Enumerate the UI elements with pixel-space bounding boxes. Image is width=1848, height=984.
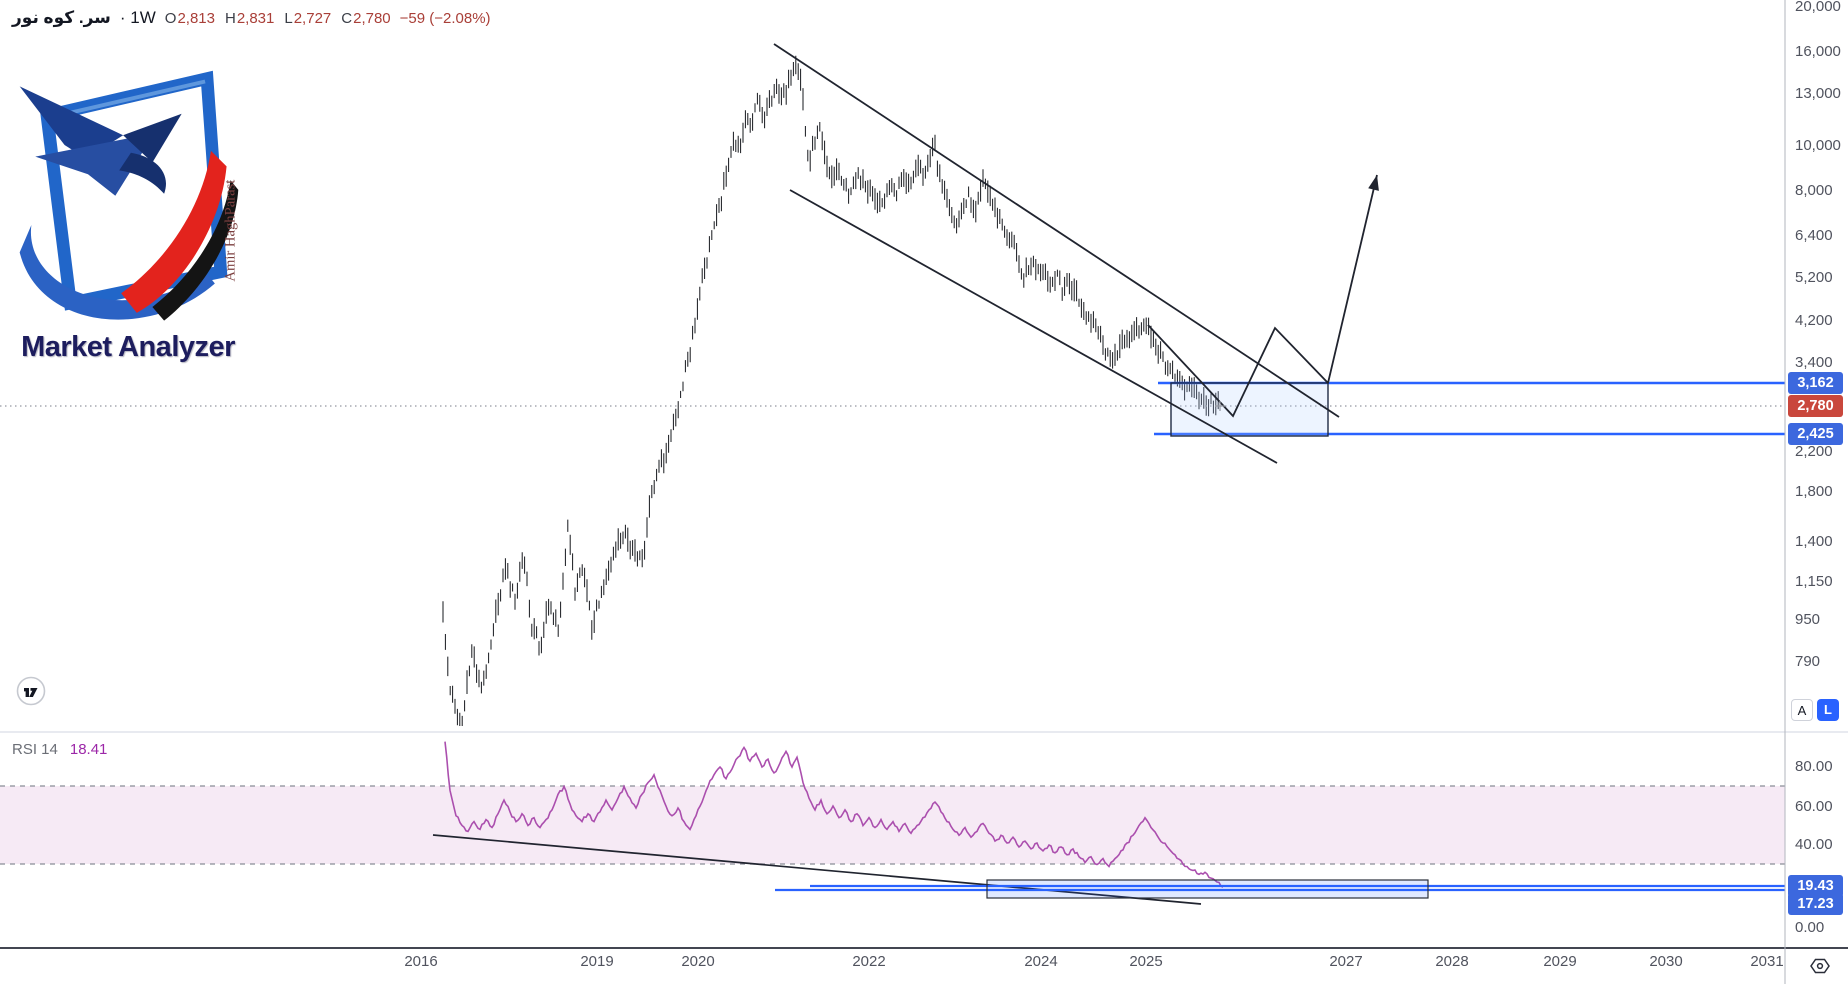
- price-axis-tick[interactable]: 1,800: [1795, 483, 1833, 500]
- rsi-level-label: 17.23: [1788, 893, 1843, 915]
- price-axis-tick[interactable]: 16,000: [1795, 43, 1841, 60]
- price-level-label: 2,425: [1788, 423, 1843, 445]
- time-axis-label[interactable]: 2028: [1435, 953, 1469, 970]
- time-axis-label[interactable]: 2031: [1750, 953, 1784, 970]
- price-axis-tick[interactable]: 1,150: [1795, 573, 1833, 590]
- price-axis-tick[interactable]: 20,000: [1795, 0, 1841, 15]
- ohlc-item: O2,813: [164, 10, 215, 27]
- price-axis-tick[interactable]: 5,200: [1795, 269, 1833, 286]
- gear-icon[interactable]: [1808, 954, 1832, 978]
- tv-glyph-icon: [24, 688, 29, 697]
- time-axis-label[interactable]: 2027: [1329, 953, 1363, 970]
- brand-logo-graphic: Amir HaghParast: [19, 70, 239, 321]
- price-axis-tick[interactable]: 2,200: [1795, 443, 1833, 460]
- price-zone-rectangle[interactable]: [1170, 382, 1329, 437]
- arrow-head-icon: [1368, 175, 1379, 191]
- time-axis-label[interactable]: 2024: [1024, 953, 1058, 970]
- brand-logo: Amir HaghParast Market Analyzer: [6, 36, 256, 364]
- logo-title: Market Analyzer: [21, 331, 235, 363]
- ohlc-values: O2,813 H2,831 L2,727 C2,780: [165, 10, 391, 27]
- change-value: −59 (−2.08%): [399, 10, 491, 27]
- timeframe[interactable]: · 1W: [119, 8, 156, 27]
- rsi-legend[interactable]: RSI 14 18.41: [12, 741, 107, 758]
- price-level-label: 3,162: [1788, 372, 1843, 394]
- rsi-band: [0, 786, 1785, 864]
- auto-scale-button[interactable]: A: [1791, 699, 1813, 721]
- time-axis-label[interactable]: 2025: [1129, 953, 1163, 970]
- price-axis-tick[interactable]: 3,400: [1795, 354, 1833, 371]
- price-axis-tick[interactable]: 790: [1795, 653, 1821, 670]
- ohlc-item: H2,831: [224, 10, 275, 27]
- time-axis-label[interactable]: 2022: [852, 953, 886, 970]
- symbol-header[interactable]: سر. کوه نور · 1W O2,813 H2,831 L2,727 C2,78…: [12, 8, 491, 28]
- price-bars-series: [442, 55, 1219, 726]
- breakout-arrow[interactable]: [1327, 174, 1378, 384]
- price-axis-tick[interactable]: 13,000: [1795, 85, 1841, 102]
- time-axis-label[interactable]: 2016: [404, 953, 438, 970]
- eagle-wing-icon: [19, 86, 124, 159]
- rsi-value: 18.41: [69, 741, 108, 758]
- rsi-level-label: 19.43: [1788, 875, 1843, 897]
- ohlc-item: L2,727: [284, 10, 332, 27]
- price-axis-tick[interactable]: 6,400: [1795, 227, 1833, 244]
- time-axis-label[interactable]: 2020: [681, 953, 715, 970]
- price-axis-tick[interactable]: 10,000: [1795, 137, 1841, 154]
- symbol-name[interactable]: سر. کوه نور: [12, 8, 111, 27]
- logo-frame: [39, 70, 228, 311]
- rsi-axis-tick[interactable]: 0.00: [1795, 919, 1825, 936]
- channel-upper-trendline[interactable]: [773, 43, 1340, 418]
- rsi-axis-tick[interactable]: 80.00: [1795, 758, 1833, 775]
- rsi-axis-tick[interactable]: 60.00: [1795, 798, 1833, 815]
- time-axis-label[interactable]: 2029: [1543, 953, 1577, 970]
- rsi-zone-rectangle[interactable]: [986, 879, 1429, 899]
- ohlc-item: C2,780: [341, 10, 391, 27]
- eagle-head-icon: [119, 152, 166, 194]
- log-scale-button[interactable]: L: [1817, 699, 1839, 721]
- channel-lower-trendline[interactable]: [789, 189, 1278, 464]
- price-axis-tick[interactable]: 4,200: [1795, 312, 1833, 329]
- time-axis-label[interactable]: 2019: [580, 953, 614, 970]
- price-axis-tick[interactable]: 950: [1795, 611, 1821, 628]
- black-swoosh-icon: [152, 180, 239, 321]
- tradingview-logo[interactable]: [16, 676, 46, 706]
- rsi-axis-tick[interactable]: 40.00: [1795, 836, 1833, 853]
- projection-zigzag[interactable]: [1147, 324, 1329, 418]
- price-axis-tick[interactable]: 8,000: [1795, 182, 1833, 199]
- price-axis-tick[interactable]: 1,400: [1795, 533, 1833, 550]
- price-level-label: 2,780: [1788, 395, 1843, 417]
- rsi-line-series: [444, 741, 1224, 888]
- rsi-title[interactable]: RSI 14: [12, 741, 58, 758]
- rsi-trendline[interactable]: [432, 834, 1202, 905]
- time-axis-label[interactable]: 2030: [1649, 953, 1683, 970]
- logo-author: Amir HaghParast: [222, 180, 238, 282]
- red-swoosh-icon: [121, 150, 227, 313]
